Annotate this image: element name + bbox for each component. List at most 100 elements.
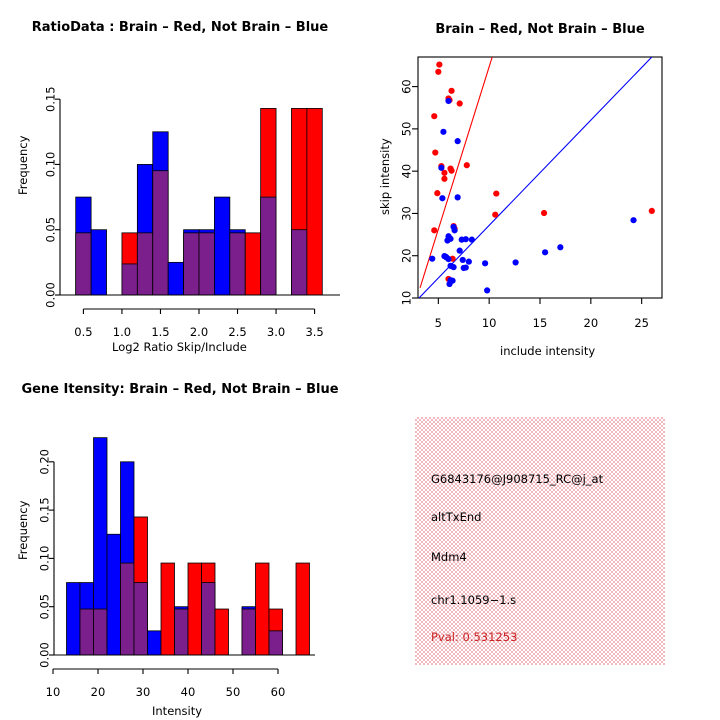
y-tick-label: 0.10 [38,546,52,572]
info-coordinate: chr1.1059−1.s [431,593,517,607]
scatter-point [462,236,469,243]
scatter-point [435,68,442,75]
x-tick-label: 2.5 [228,325,246,339]
histogram-bar [160,562,175,656]
scatter-point [434,190,441,197]
y-tick-label: 0.15 [38,497,52,523]
histogram-bar-overlap [120,562,135,656]
y-tick-label: 0.20 [38,449,52,475]
scatter-point [446,280,453,288]
y-tick-label: 20 [400,248,414,263]
x-tick-label: 2.0 [190,325,208,339]
histogram-bar [306,108,323,296]
ratio-hist-plot: 0.00 0.05 0.10 0.15 0.5 1.0 1.5 2.0 2.5 3.0 3.5 [44,86,340,339]
histogram-bar [66,582,81,656]
gene-hist-plot: 0.00 0.05 0.10 0.15 0.20 10 20 30 40 50 60 [38,437,315,699]
histogram-bar [214,196,231,296]
info-pval: Pval: 0.531253 [431,630,518,644]
scatter-point [462,264,469,271]
gene-hist-title: Gene Itensity: Brain – Red, Not Brain – … [21,382,339,397]
x-tick-label: 1.5 [151,325,169,339]
x-tick-label: 20 [584,316,599,330]
x-tick-label: 10 [482,316,497,330]
panel-gene-histogram: Gene Itensity: Brain – Red, Not Brain – … [0,360,360,720]
scatter-point [440,128,447,135]
scatter-point [429,255,436,262]
scatter-point [456,100,463,107]
scatter-point [482,260,489,267]
info-gene-symbol: Mdm4 [431,550,467,564]
blue-regression-line [418,57,653,298]
histogram-bar [187,562,202,656]
scatter-point [439,195,446,202]
histogram-bar-overlap [121,263,138,296]
x-tick-label: 60 [271,685,286,699]
scatter-point [448,87,455,94]
x-tick-label: 3.5 [305,325,323,339]
histogram-bar-overlap [241,608,256,656]
x-tick-label: 0.5 [74,325,92,339]
histogram-bar-overlap [174,608,189,656]
scatter-point [541,249,549,256]
y-tick-label: 60 [400,79,414,94]
panel-scatter: Brain – Red, Not Brain – Blue skip inten… [360,0,720,360]
histogram-bar [255,562,270,656]
x-tick-label: 25 [634,316,649,330]
y-tick-label: 50 [400,122,414,137]
ratio-hist-title: RatioData : Brain – Red, Not Brain – Blu… [31,20,329,35]
y-tick-label: 0.00 [44,282,58,308]
scatter-point [463,162,470,169]
histogram-bar [214,608,229,656]
scatter-point [436,61,443,68]
info-event-type: altTxEnd [431,510,482,524]
scatter-point [431,113,438,120]
scatter-point [465,258,472,265]
x-tick-label: 40 [181,685,196,699]
histogram-bar [295,562,310,656]
histogram-bar-overlap [198,232,215,296]
y-tick-label: 0.05 [44,217,58,243]
x-tick-label: 1.0 [113,325,131,339]
scatter-point [445,97,452,105]
histogram-bar-overlap [291,229,308,296]
scatter-point [512,259,519,266]
scatter-point [438,164,445,171]
scatter-point [431,227,438,234]
panel-ratio-histogram: RatioData : Brain – Red, Not Brain – Blu… [0,0,360,360]
ratio-hist-xlabel: Log2 Ratio Skip/Include [112,340,247,354]
scatter-point [557,244,564,251]
scatter-title: Brain – Red, Not Brain – Blue [435,22,645,37]
scatter-point [448,167,455,174]
scatter-point [630,217,637,224]
scatter-point [454,194,461,201]
scatter-plot: 10 20 30 40 50 60 5 10 15 20 25 [400,56,663,330]
info-background-box [415,417,665,665]
panel-info: G6843176@J908715_RC@j_at altTxEnd Mdm4 c… [360,360,720,720]
histogram-bar-overlap [136,232,154,296]
histogram-bar-overlap [152,170,169,296]
x-tick-label: 5 [435,316,442,330]
x-tick-label: 50 [226,685,241,699]
scatter-point [441,169,448,176]
scatter-point [450,264,457,271]
histogram-bar-overlap [79,608,94,656]
y-tick-label: 0.00 [38,642,52,668]
histogram-bar-overlap [260,196,277,296]
x-tick-label: 30 [136,685,151,699]
scatter-point [432,149,439,156]
histogram-bar [90,229,107,296]
red-regression-line [419,57,493,289]
scatter-point [540,209,548,217]
x-tick-label: 3.0 [267,325,285,339]
y-tick-label: 40 [400,164,414,179]
scatter-point [468,236,475,243]
x-tick-label: 10 [46,685,61,699]
histogram-bar [106,533,121,656]
histogram-bar-overlap [183,232,200,296]
histogram-bar-overlap [93,608,108,656]
x-tick-label: 20 [91,685,106,699]
histogram-bar [244,232,262,296]
x-tick-label: 15 [533,316,548,330]
y-tick-label: 0.15 [44,86,58,112]
